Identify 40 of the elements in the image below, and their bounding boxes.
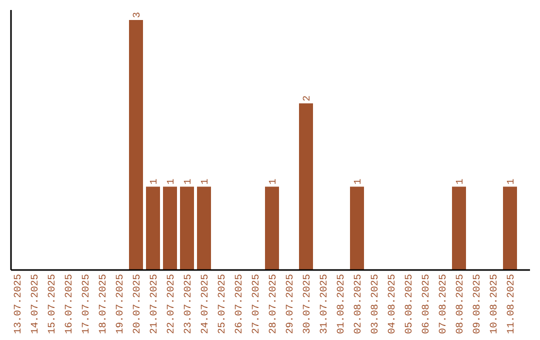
x-tick-label: 04.08.2025 bbox=[388, 274, 398, 334]
x-tick-label: 03.08.2025 bbox=[370, 274, 382, 334]
x-tick-label: 08.08.2025 bbox=[456, 274, 466, 334]
data-label: 3 bbox=[132, 12, 144, 18]
data-label: 1 bbox=[200, 178, 212, 185]
x-tick-label: 19.07.2025 bbox=[116, 274, 126, 334]
x-tick-label: 18.07.2025 bbox=[98, 274, 110, 334]
data-label: 1 bbox=[354, 178, 364, 185]
x-tick-label: 10.08.2025 bbox=[490, 274, 500, 334]
x-tick-label: 25.07.2025 bbox=[218, 274, 228, 334]
x-tick-label: 27.07.2025 bbox=[252, 274, 262, 334]
x-tick-label: 01.08.2025 bbox=[336, 274, 348, 334]
x-tick-label: 22.07.2025 bbox=[166, 274, 178, 334]
x-tick-label: 05.08.2025 bbox=[404, 274, 416, 334]
x-tick-label: 17.07.2025 bbox=[82, 274, 92, 334]
x-tick-label: 26.07.2025 bbox=[234, 274, 246, 334]
data-label: 1 bbox=[268, 178, 280, 185]
data-label: 2 bbox=[302, 95, 314, 102]
data-label: 1 bbox=[166, 178, 178, 185]
x-tick-label: 23.07.2025 bbox=[184, 274, 194, 334]
x-tick-label: 29.07.2025 bbox=[286, 274, 296, 334]
x-tick-label: 09.08.2025 bbox=[472, 274, 484, 334]
x-tick-label: 02.08.2025 bbox=[354, 274, 364, 334]
data-label: 1 bbox=[506, 178, 518, 185]
x-tick-label: 21.07.2025 bbox=[150, 274, 160, 334]
x-tick-label: 30.07.2025 bbox=[302, 274, 314, 334]
x-tick-label: 16.07.2025 bbox=[64, 274, 76, 334]
data-label: 1 bbox=[456, 178, 466, 185]
x-tick-label: 07.08.2025 bbox=[438, 274, 450, 334]
x-tick-label: 13.07.2025 bbox=[14, 274, 24, 334]
x-tick-label: 06.08.2025 bbox=[422, 274, 432, 334]
data-label: 1 bbox=[184, 178, 194, 185]
x-tick-label: 14.07.2025 bbox=[30, 274, 42, 334]
x-tick-label: 15.07.2025 bbox=[48, 274, 58, 334]
x-tick-label: 11.08.2025 bbox=[506, 274, 518, 334]
data-label: 1 bbox=[150, 178, 160, 185]
x-tick-label: 28.07.2025 bbox=[268, 274, 280, 334]
x-tick-label: 24.07.2025 bbox=[200, 274, 212, 334]
x-tick-label: 20.07.2025 bbox=[132, 274, 144, 334]
x-tick-label: 31.07.2025 bbox=[320, 274, 330, 334]
